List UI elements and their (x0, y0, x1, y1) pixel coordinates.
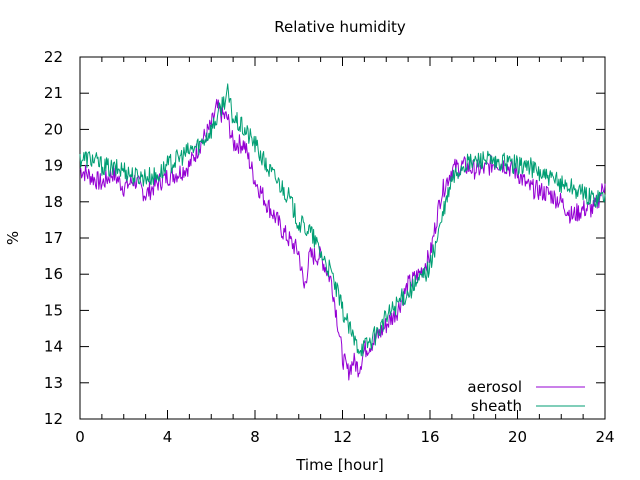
axis-ticks: 0 4 8 12 16 20 24 12 13 14 15 16 17 18 19 20 21 22 (44, 48, 615, 446)
series-line-aerosol (79, 98, 606, 381)
x-tick-label: 4 (163, 428, 173, 446)
y-tick-label: 20 (44, 120, 63, 138)
x-tick-label: 12 (333, 428, 352, 446)
y-tick-label: 22 (44, 48, 63, 66)
x-tick-label: 16 (420, 428, 439, 446)
y-tick-label: 15 (44, 301, 63, 319)
y-tick-label: 16 (44, 265, 63, 283)
series-line-sheath (79, 83, 606, 357)
y-axis-label: % (4, 231, 22, 245)
x-tick-label: 24 (595, 428, 614, 446)
x-tick-label: 0 (75, 428, 85, 446)
y-tick-label: 14 (44, 338, 63, 356)
legend-label-sheath: sheath (471, 397, 522, 415)
x-tick-label: 8 (250, 428, 260, 446)
y-tick-label: 12 (44, 410, 63, 428)
chart-title: Relative humidity (274, 18, 406, 36)
series-group (79, 83, 606, 381)
y-tick-label: 13 (44, 374, 63, 392)
y-tick-label: 19 (44, 157, 63, 175)
y-tick-label: 21 (44, 84, 63, 102)
x-tick-label: 20 (508, 428, 527, 446)
y-tick-label: 17 (44, 229, 63, 247)
x-axis-label: Time [hour] (295, 456, 384, 474)
legend-label-aerosol: aerosol (467, 378, 522, 396)
y-tick-label: 18 (44, 193, 63, 211)
